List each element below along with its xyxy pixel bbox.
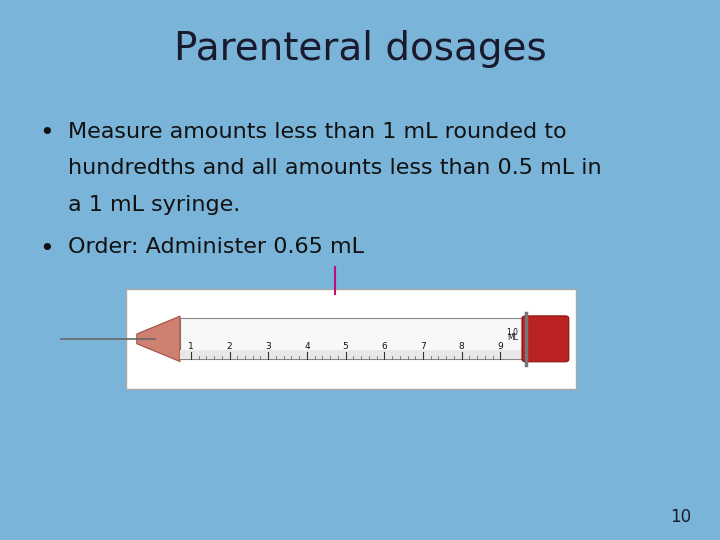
FancyBboxPatch shape (180, 350, 522, 359)
Polygon shape (137, 316, 180, 362)
FancyBboxPatch shape (126, 289, 576, 389)
Text: 7: 7 (420, 342, 426, 351)
Text: 9: 9 (498, 342, 503, 351)
Text: Measure amounts less than 1 mL rounded to: Measure amounts less than 1 mL rounded t… (68, 122, 567, 141)
FancyBboxPatch shape (180, 318, 522, 359)
Text: hundredths and all amounts less than 0.5 mL in: hundredths and all amounts less than 0.5… (68, 158, 602, 178)
Text: 1: 1 (188, 342, 194, 351)
Text: 8: 8 (459, 342, 464, 351)
Text: 3: 3 (266, 342, 271, 351)
Text: 10: 10 (670, 509, 691, 526)
Text: 5: 5 (343, 342, 348, 351)
Text: a 1 mL syringe.: a 1 mL syringe. (68, 195, 240, 215)
Text: 6: 6 (382, 342, 387, 351)
Text: 2: 2 (227, 342, 233, 351)
Text: •: • (40, 237, 54, 261)
Text: Order: Administer 0.65 mL: Order: Administer 0.65 mL (68, 237, 364, 257)
Text: ML: ML (508, 333, 518, 341)
Text: Parenteral dosages: Parenteral dosages (174, 30, 546, 68)
Text: 4: 4 (304, 342, 310, 351)
Text: 1.0: 1.0 (506, 328, 518, 337)
Text: •: • (40, 122, 54, 145)
FancyBboxPatch shape (522, 316, 569, 362)
